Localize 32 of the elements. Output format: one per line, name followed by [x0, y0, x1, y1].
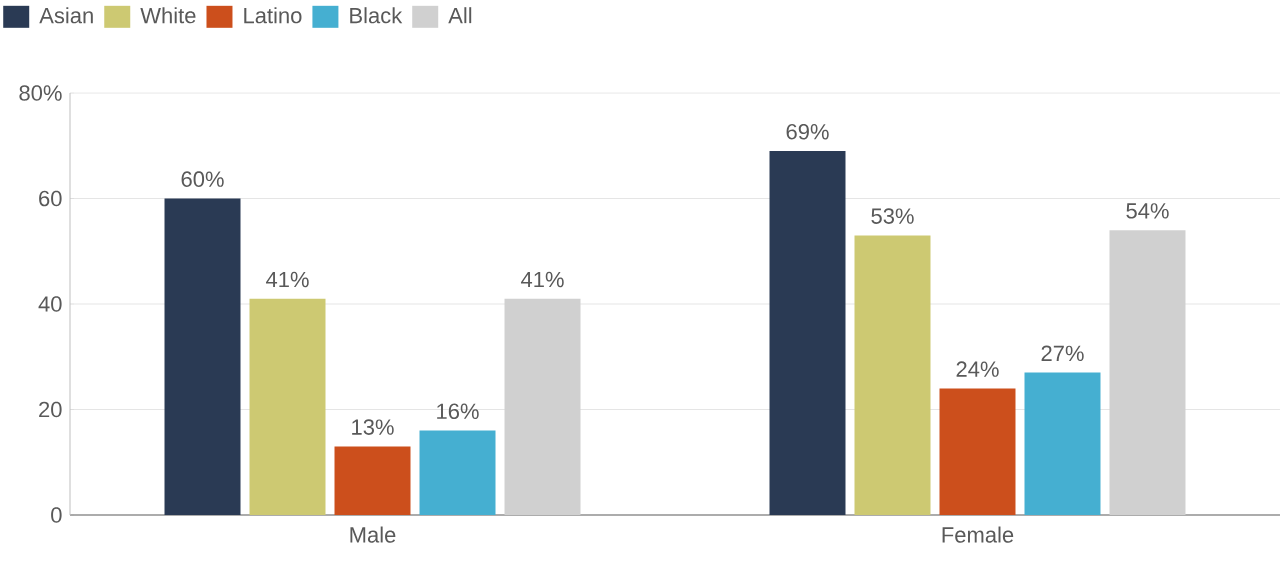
x-tick-label: Female	[942, 526, 1014, 543]
legend-label: All	[448, 7, 472, 24]
bar	[419, 430, 496, 515]
y-tick-label: 40	[38, 296, 62, 312]
bar	[1024, 372, 1101, 515]
data-label: 60%	[181, 171, 224, 187]
legend-label: Asian	[39, 7, 93, 24]
data-label: 27%	[1041, 345, 1084, 362]
data-label: 41%	[265, 271, 309, 288]
y-tick-label: 60	[39, 190, 62, 207]
bar	[939, 388, 1016, 515]
bar	[504, 298, 581, 515]
bar	[1109, 230, 1186, 515]
legend-label: White	[140, 7, 196, 24]
bar	[164, 198, 241, 515]
data-label: 53%	[871, 208, 914, 224]
data-label: 54%	[1126, 203, 1169, 219]
x-tick-label: Male	[350, 526, 396, 543]
bar	[334, 446, 411, 515]
y-tick-label: 80%	[19, 85, 62, 101]
legend-label: Black	[350, 7, 403, 24]
bar	[249, 298, 326, 515]
bar	[854, 235, 931, 515]
legend-label: Latino	[244, 7, 302, 24]
data-label: 69%	[786, 123, 829, 140]
data-label: 41%	[520, 271, 564, 288]
data-label: 24%	[956, 361, 999, 377]
data-label: 13%	[352, 419, 394, 435]
y-tick-label: 20	[39, 401, 62, 418]
bar	[769, 151, 846, 515]
data-label: 16%	[437, 403, 479, 420]
y-tick-label: 0	[51, 507, 62, 523]
